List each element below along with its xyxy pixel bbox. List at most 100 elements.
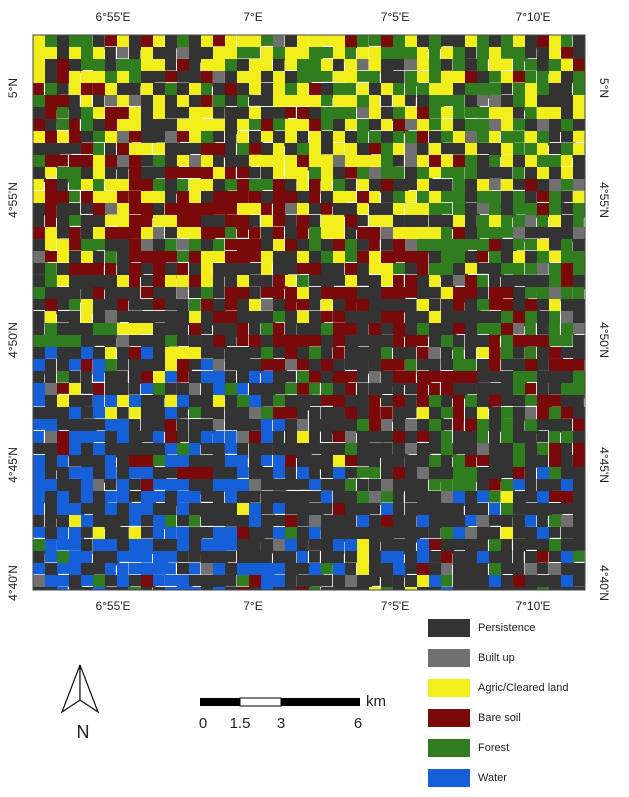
land-cover-cell — [189, 275, 203, 288]
land-cover-cell — [489, 71, 501, 83]
land-cover-cell — [273, 251, 287, 264]
land-cover-cell — [153, 227, 164, 240]
land-cover-cell — [213, 251, 227, 262]
land-cover-cell — [261, 503, 275, 515]
land-cover-cell — [393, 251, 406, 262]
land-cover-cell — [369, 71, 380, 85]
land-cover-cell — [69, 419, 82, 432]
right-coord-label: 5°N — [597, 78, 611, 98]
land-cover-cell — [321, 275, 334, 287]
land-cover-cell — [189, 203, 202, 216]
land-cover-cell — [405, 575, 417, 587]
land-cover-cell — [393, 455, 405, 468]
land-cover-cell — [45, 167, 56, 178]
land-cover-cell — [489, 503, 500, 515]
land-cover-cell — [549, 275, 563, 288]
land-cover-cell — [285, 35, 297, 47]
land-cover-cell — [57, 383, 69, 394]
land-cover-cell — [165, 35, 178, 48]
land-cover-cell — [141, 407, 153, 419]
land-cover-cell — [93, 227, 106, 241]
land-cover-cell — [177, 335, 189, 346]
land-cover-cell — [525, 287, 537, 298]
land-cover-cell — [69, 119, 80, 132]
land-cover-cell — [369, 575, 380, 586]
land-cover-cell — [249, 335, 261, 349]
land-cover-cell — [381, 131, 394, 143]
land-cover-cell — [57, 323, 70, 335]
land-cover-cell — [249, 563, 262, 575]
land-cover-cell — [417, 431, 430, 442]
land-cover-cell — [105, 335, 117, 348]
land-cover-cell — [465, 47, 476, 59]
land-cover-cell — [537, 35, 551, 49]
land-cover-cell — [57, 275, 70, 286]
land-cover-cell — [249, 47, 260, 58]
land-cover-cell — [477, 527, 489, 540]
land-cover-cell — [273, 311, 286, 322]
land-cover-cell — [333, 395, 346, 408]
land-cover-cell — [465, 71, 478, 84]
land-cover-cell — [237, 323, 248, 336]
land-cover-cell — [33, 503, 44, 516]
land-cover-cell — [129, 407, 141, 419]
land-cover-cell — [261, 551, 272, 563]
land-cover-cell — [213, 347, 225, 361]
land-cover-cell — [429, 371, 443, 382]
land-cover-cell — [129, 83, 140, 97]
land-cover-cell — [117, 419, 129, 432]
land-cover-cell — [165, 107, 177, 119]
land-cover-cell — [513, 179, 526, 190]
land-cover-cell — [549, 527, 560, 538]
land-cover-cell — [93, 239, 106, 250]
land-cover-cell — [369, 563, 382, 577]
land-cover-cell — [321, 323, 335, 336]
land-cover-cell — [405, 131, 417, 144]
land-cover-cell — [165, 563, 176, 574]
land-cover-cell — [273, 455, 286, 467]
land-cover-cell — [369, 131, 381, 145]
land-cover-cell — [525, 539, 537, 550]
land-cover-cell — [357, 203, 368, 214]
land-cover-cell — [417, 359, 429, 370]
land-cover-cell — [165, 551, 179, 563]
right-coord-label: 4°40'N — [597, 565, 611, 601]
land-cover-cell — [357, 215, 368, 226]
land-cover-cell — [105, 563, 116, 575]
land-cover-cell — [513, 263, 524, 276]
land-cover-cell — [225, 95, 238, 106]
land-cover-cell — [249, 203, 263, 214]
land-cover-cell — [225, 443, 239, 454]
land-cover-cell — [561, 107, 575, 121]
land-cover-cell — [525, 335, 538, 347]
land-cover-cell — [573, 479, 585, 493]
land-cover-cell — [393, 347, 407, 360]
land-cover-cell — [141, 287, 155, 298]
land-cover-cell — [333, 575, 346, 587]
land-cover-cell — [441, 575, 452, 587]
land-cover-cell — [93, 563, 107, 575]
land-cover-cell — [465, 263, 477, 274]
land-cover-cell — [237, 119, 249, 130]
land-cover-cell — [237, 467, 249, 478]
land-cover-cell — [465, 239, 478, 250]
land-cover-cell — [489, 455, 501, 468]
land-cover-cell — [33, 323, 44, 335]
land-cover-cell — [201, 275, 215, 289]
land-cover-cell — [189, 287, 203, 298]
land-cover-cell — [141, 95, 154, 107]
land-cover-cell — [225, 299, 238, 311]
land-cover-cell — [549, 383, 562, 395]
land-cover-cell — [513, 551, 524, 564]
land-cover-cell — [261, 95, 275, 106]
land-cover-cell — [237, 227, 248, 238]
land-cover-cell — [93, 359, 105, 373]
land-cover-cell — [249, 263, 262, 275]
north-label: N — [77, 722, 90, 742]
land-cover-cell — [117, 563, 129, 576]
land-cover-cell — [537, 239, 551, 252]
land-cover-cell — [573, 443, 585, 457]
land-cover-cell — [453, 443, 466, 454]
land-cover-cell — [69, 359, 82, 371]
land-cover-cell — [81, 251, 93, 263]
